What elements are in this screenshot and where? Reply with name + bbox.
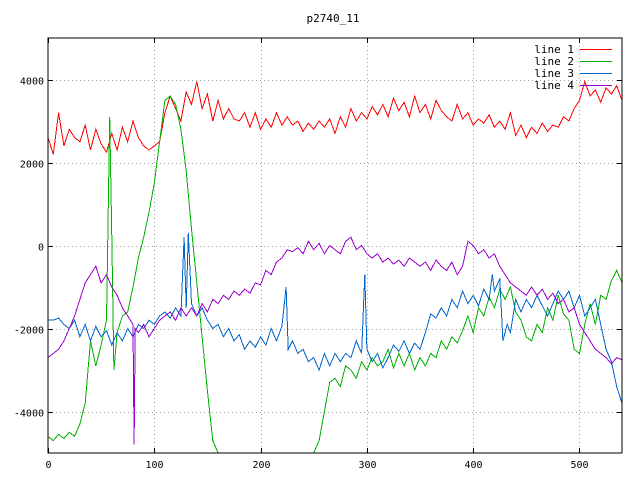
x-tick-label: 300	[358, 460, 376, 471]
x-tick-label: 0	[45, 460, 51, 471]
series-line-line-3	[48, 232, 622, 404]
series-line-line-4	[48, 236, 622, 445]
series-line-line-1	[48, 79, 622, 155]
chart-title: p2740_11	[307, 12, 360, 25]
y-tick-label: 4000	[20, 77, 44, 88]
series-line-line-2-segment	[313, 269, 622, 453]
y-tick-label: -2000	[14, 326, 44, 337]
x-tick-label: 100	[145, 460, 163, 471]
legend-label: line 4	[534, 79, 574, 92]
axis-ticks: 0 100 200 300 400 500 -4000 -2000 0 2000 4000	[14, 38, 622, 471]
x-tick-label: 200	[252, 460, 270, 471]
legend-label: line 1	[534, 43, 574, 56]
x-tick-label: 400	[464, 460, 482, 471]
y-tick-label: 2000	[20, 160, 44, 171]
y-tick-label: -4000	[14, 409, 44, 420]
plot-frame	[47, 37, 623, 454]
y-tick-label: 0	[38, 243, 44, 254]
x-tick-label: 500	[570, 460, 588, 471]
series-group	[48, 79, 622, 453]
legend-label: line 2	[534, 55, 574, 68]
series-line-line-2	[48, 95, 219, 453]
legend-label: line 3	[534, 67, 574, 80]
